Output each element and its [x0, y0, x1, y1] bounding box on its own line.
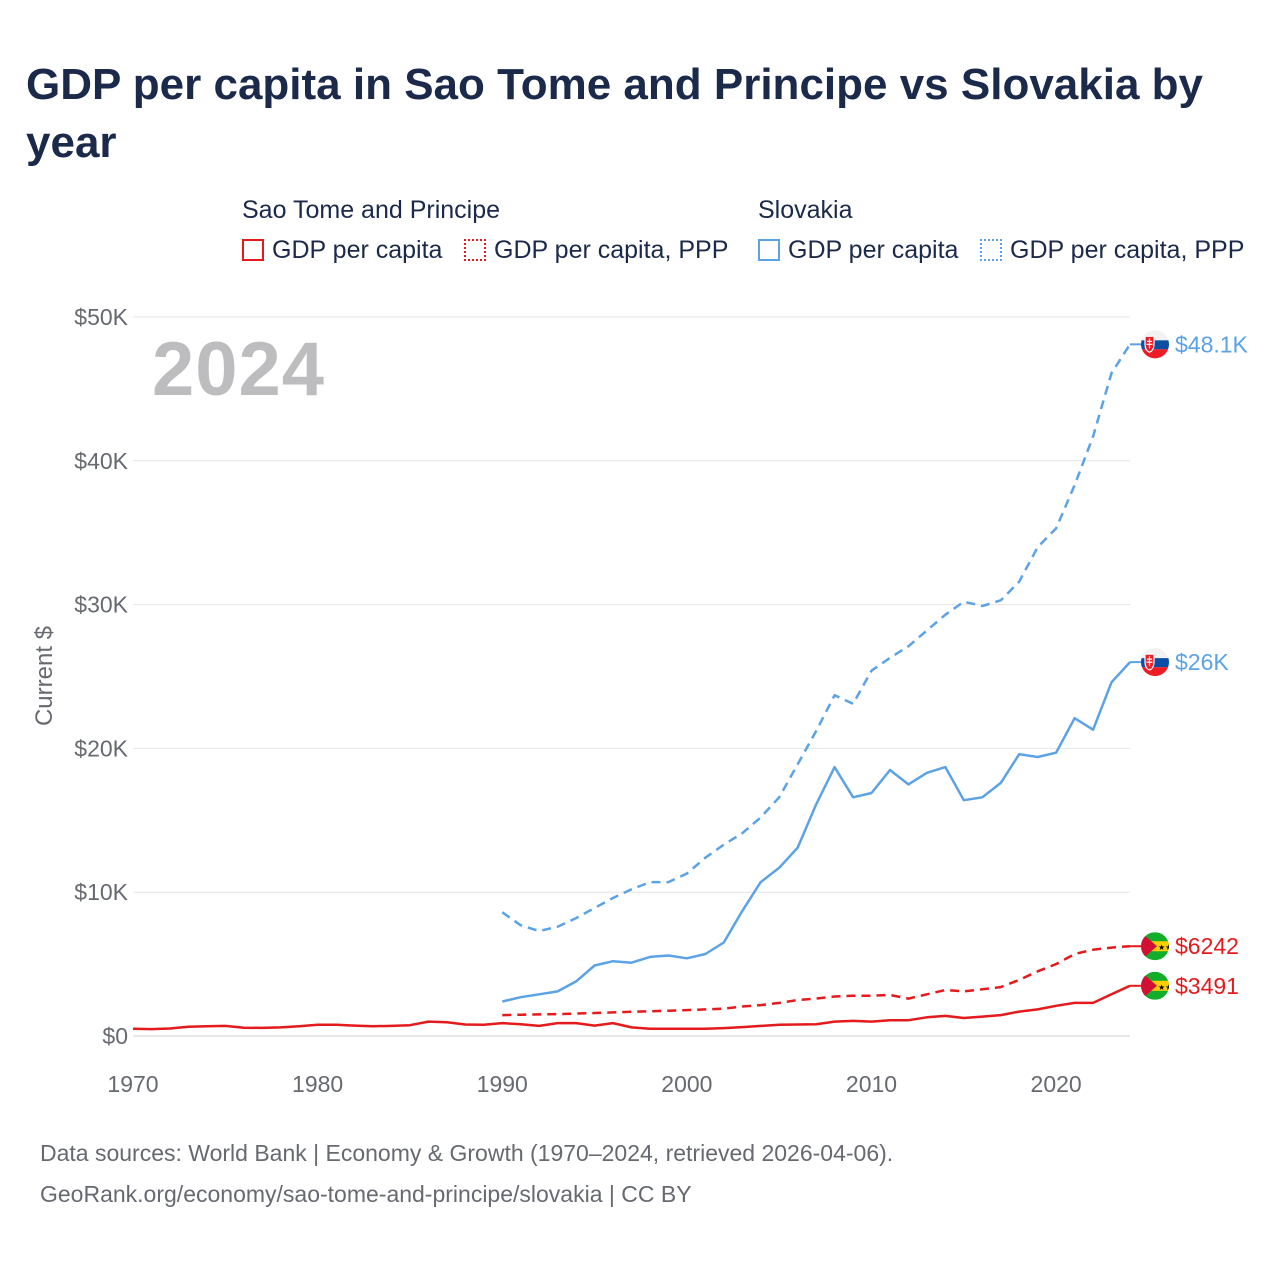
legend-item-label: GDP per capita, PPP	[494, 235, 729, 264]
chart-title: GDP per capita in Sao Tome and Principe …	[26, 60, 1203, 167]
footer-sources: Data sources: World Bank | Economy & Gro…	[40, 1140, 894, 1166]
y-tick-label: $20K	[74, 735, 128, 761]
end-value-label: $6242	[1175, 933, 1239, 959]
end-value-label: $48.1K	[1175, 331, 1249, 357]
sao-tome-flag-icon: ★★	[1141, 932, 1172, 961]
legend-swatch-solid-blue	[758, 239, 780, 261]
series-line	[502, 661, 1131, 1003]
legend-swatch-dotted-red	[464, 239, 486, 261]
svg-text:★★: ★★	[1158, 943, 1172, 952]
x-tick-label: 1970	[107, 1071, 158, 1097]
legend-swatch-dotted-blue	[980, 239, 1002, 261]
x-tick-label: 1990	[477, 1071, 528, 1097]
footer-link[interactable]: GeoRank.org/economy/sao-tome-and-princip…	[40, 1181, 692, 1207]
legend-group-sao-tome: Sao Tome and Principe	[242, 196, 501, 224]
x-tick-label: 1980	[292, 1071, 343, 1097]
legend-swatch-solid-red	[242, 239, 264, 261]
legend-item-sao-tome-gdp-ppp[interactable]: GDP per capita, PPP	[464, 236, 728, 264]
legend-group-slovakia: Slovakia	[758, 196, 853, 224]
x-tick-label: 2020	[1031, 1071, 1082, 1097]
year-watermark: 2024	[152, 327, 326, 412]
legend-item-sao-tome-gdp[interactable]: GDP per capita	[242, 236, 442, 264]
y-axis-title: Current $	[31, 626, 58, 726]
y-tick-label: $40K	[74, 448, 128, 474]
slovakia-flag-icon	[1141, 648, 1169, 677]
sao-tome-flag-icon: ★★	[1141, 971, 1172, 1000]
end-value-label: $3491	[1175, 973, 1239, 999]
y-tick-label: $50K	[74, 304, 128, 330]
legend-item-slovakia-gdp-ppp[interactable]: GDP per capita, PPP	[980, 236, 1244, 264]
series-line	[502, 944, 1131, 1017]
x-tick-label: 2000	[661, 1071, 712, 1097]
end-value-label: $26K	[1175, 649, 1229, 675]
legend-item-label: GDP per capita	[788, 235, 959, 264]
slovakia-flag-icon	[1141, 330, 1169, 359]
x-tick-label: 2010	[846, 1071, 897, 1097]
legend-item-label: GDP per capita, PPP	[1010, 235, 1245, 264]
y-tick-label: $30K	[74, 592, 128, 618]
legend-item-label: GDP per capita	[272, 235, 443, 264]
series-line	[132, 984, 1131, 1031]
y-tick-label: $10K	[74, 879, 128, 905]
svg-text:★★: ★★	[1158, 983, 1172, 992]
legend-item-slovakia-gdp[interactable]: GDP per capita	[758, 236, 958, 264]
y-tick-label: $0	[102, 1023, 128, 1049]
series-line	[501, 343, 1132, 933]
